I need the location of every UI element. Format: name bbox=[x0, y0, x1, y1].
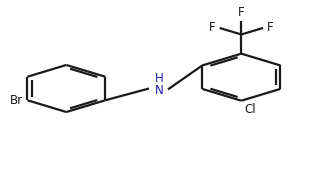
Text: N: N bbox=[155, 84, 164, 97]
Text: Br: Br bbox=[10, 94, 24, 107]
Text: Cl: Cl bbox=[244, 103, 256, 116]
Text: H: H bbox=[155, 72, 164, 85]
Text: F: F bbox=[267, 21, 274, 35]
Text: F: F bbox=[238, 6, 245, 19]
Text: F: F bbox=[209, 21, 216, 35]
